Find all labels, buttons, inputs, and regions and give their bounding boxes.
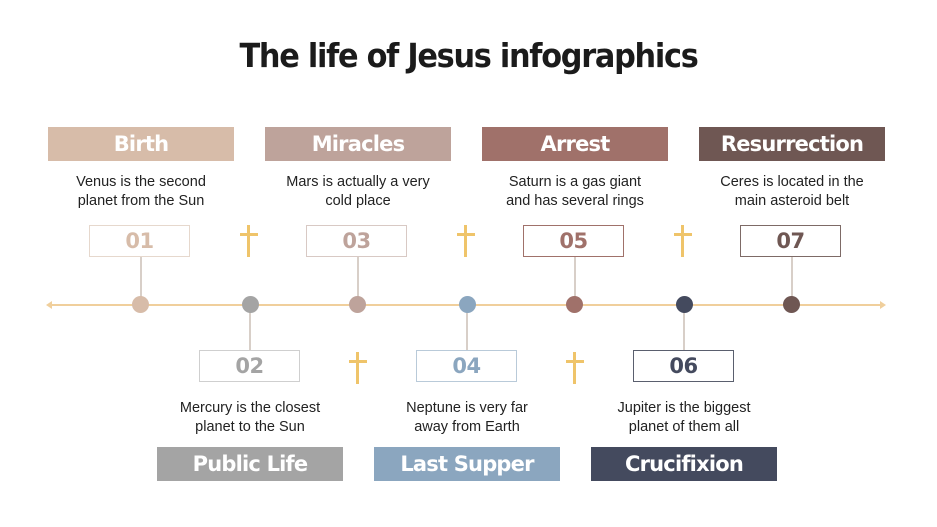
cross-icon (456, 225, 476, 257)
event-header: Arrest (482, 127, 668, 161)
event-description: Neptune is very far away from Earth (367, 399, 567, 437)
description-line: and has several rings (506, 193, 644, 209)
connector-line (357, 257, 359, 297)
timeline-dot (349, 296, 366, 313)
timeline-dot (132, 296, 149, 313)
page-title: The life of Jesus infographics (239, 36, 699, 75)
description-line: Mars is actually a very (286, 174, 430, 190)
description-line: cold place (325, 193, 391, 209)
event-description: Saturn is a gas giant and has several ri… (475, 173, 675, 211)
connector-line (574, 257, 576, 297)
event-number: 05 (523, 225, 624, 257)
event-description: Mars is actually a very cold place (258, 173, 458, 211)
event-number: 06 (633, 350, 734, 382)
event-description: Venus is the second planet from the Sun (41, 173, 241, 211)
connector-line (466, 312, 468, 350)
description-line: planet from the Sun (77, 193, 205, 209)
timeline-dot (459, 296, 476, 313)
event-header: Last Supper (374, 447, 560, 481)
timeline-dot (676, 296, 693, 313)
event-header: Crucifixion (591, 447, 777, 481)
event-number: 07 (740, 225, 841, 257)
event-description: Ceres is located in the main asteroid be… (692, 173, 892, 211)
event-header: Resurrection (699, 127, 885, 161)
timeline-dot (242, 296, 259, 313)
arrow-right-icon (880, 301, 886, 309)
cross-icon (565, 352, 585, 384)
event-number: 03 (306, 225, 407, 257)
arrow-left-icon (46, 301, 52, 309)
description-line: planet to the Sun (195, 419, 305, 435)
event-description: Jupiter is the biggest planet of them al… (584, 399, 784, 437)
event-header: Miracles (265, 127, 451, 161)
connector-line (791, 257, 793, 297)
connector-line (683, 312, 685, 350)
event-description: Mercury is the closest planet to the Sun (150, 399, 350, 437)
description-line: Ceres is located in the (720, 174, 864, 190)
event-number: 04 (416, 350, 517, 382)
event-header: Public Life (157, 447, 343, 481)
event-number: 01 (89, 225, 190, 257)
connector-line (140, 257, 142, 297)
cross-icon (239, 225, 259, 257)
event-header: Birth (48, 127, 234, 161)
event-number: 02 (199, 350, 300, 382)
description-line: Jupiter is the biggest (617, 400, 751, 416)
description-line: Saturn is a gas giant (508, 174, 642, 190)
timeline-dot (566, 296, 583, 313)
description-line: planet of them all (628, 419, 740, 435)
cross-icon (348, 352, 368, 384)
description-line: away from Earth (414, 419, 520, 435)
description-line: Venus is the second (76, 174, 206, 190)
description-line: Neptune is very far (406, 400, 528, 416)
connector-line (249, 312, 251, 350)
timeline-dot (783, 296, 800, 313)
description-line: main asteroid belt (734, 193, 850, 209)
cross-icon (673, 225, 693, 257)
description-line: Mercury is the closest (179, 400, 321, 416)
